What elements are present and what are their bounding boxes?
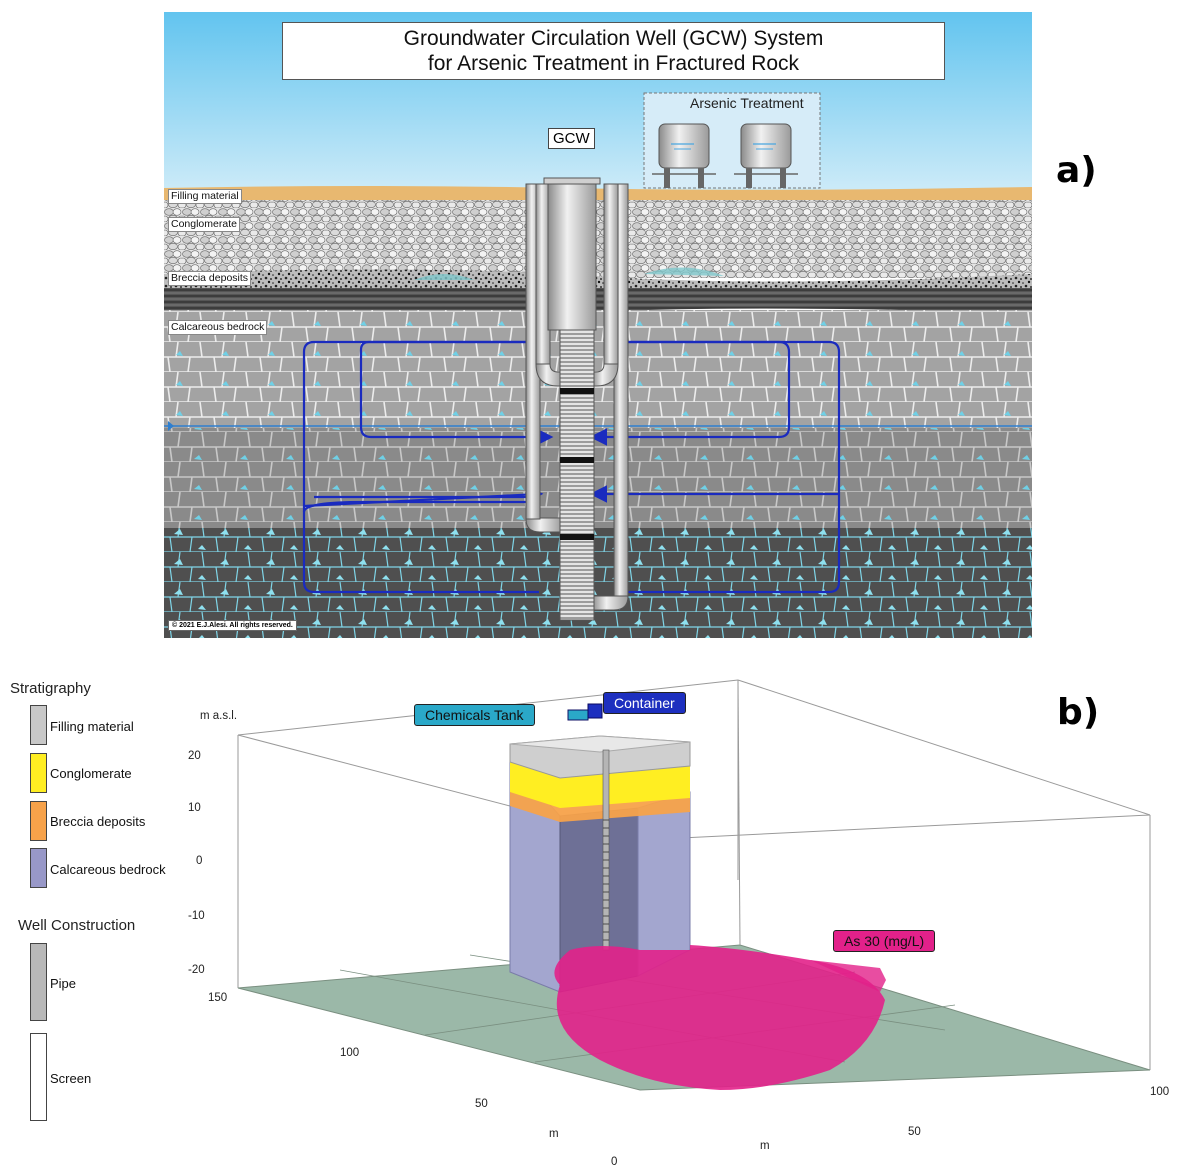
x-axis-label: m	[760, 1140, 770, 1152]
legend-conglomerate: Conglomerate	[50, 766, 132, 781]
legend-bedrock: Calcareous bedrock	[50, 862, 166, 877]
copyright-notice: © 2021 E.J.Alesi. All rights reserved.	[168, 620, 297, 631]
container-model	[587, 703, 603, 719]
panel-b-diagram: Chemicals Tank Container As 30 (mg/L) m …	[0, 650, 1181, 1174]
y-tick-150: 150	[208, 992, 228, 1004]
model-3d-view	[237, 679, 1151, 1091]
z-tick-neg10: -10	[188, 910, 205, 922]
legend-swatch-screen	[30, 1033, 47, 1121]
stratigraphy-heading: Stratigraphy	[10, 680, 91, 697]
y-tick-0: 0	[611, 1156, 618, 1168]
layer-label-breccia: Breccia deposits	[168, 271, 252, 286]
dark-strata	[164, 288, 1032, 316]
y-tick-50: 50	[475, 1098, 488, 1110]
well-construction-heading: Well Construction	[18, 917, 136, 934]
legend-swatch-conglomerate	[30, 753, 47, 793]
x-tick-100: 100	[1150, 1086, 1170, 1098]
panel-b-letter: b)	[1057, 692, 1100, 733]
container-label: Container	[603, 692, 686, 714]
filling-layer	[164, 186, 1032, 202]
chemicals-tank-model	[567, 709, 589, 721]
layer-label-bedrock: Calcareous bedrock	[168, 320, 268, 335]
legend-swatch-filling	[30, 705, 47, 745]
gcw-label: GCW	[548, 128, 595, 149]
y-axis-label: m	[549, 1128, 559, 1140]
treatment-tank-1	[652, 123, 716, 188]
gcw-cross-section	[164, 12, 1032, 638]
legend-screen: Screen	[50, 1071, 92, 1086]
bedrock-upper	[164, 310, 1032, 428]
chemicals-tank-label: Chemicals Tank	[414, 704, 535, 726]
legend-pipe: Pipe	[50, 976, 77, 991]
diagram-title: Groundwater Circulation Well (GCW) Syste…	[282, 22, 945, 80]
treatment-label: Arsenic Treatment	[690, 95, 804, 111]
z-tick-20: 20	[188, 750, 201, 762]
water-table-marker	[168, 421, 174, 431]
bedrock-middle	[164, 428, 1032, 528]
z-tick-0: 0	[196, 855, 203, 867]
z-tick-neg20: -20	[188, 964, 205, 976]
legend-swatch-bedrock	[30, 848, 47, 888]
circulation-flow-lines	[302, 340, 841, 594]
y-tick-100: 100	[340, 1047, 360, 1059]
panel-a-letter: a)	[1056, 150, 1097, 191]
conglomerate-layer	[164, 200, 1032, 278]
title-line-2: for Arsenic Treatment in Fractured Rock	[427, 52, 800, 75]
title-line-1: Groundwater Circulation Well (GCW) Syste…	[403, 27, 824, 50]
bedrock-lower	[164, 528, 1032, 638]
breccia-layer	[164, 269, 1032, 290]
well-pipe	[602, 749, 610, 951]
layer-label-conglomerate: Conglomerate	[168, 217, 240, 232]
legend-filling: Filling material	[50, 719, 134, 734]
gcw-well	[525, 177, 629, 621]
panel-a-diagram: Groundwater Circulation Well (GCW) Syste…	[164, 12, 1032, 638]
treatment-tank-2	[734, 123, 798, 188]
legend-swatch-breccia	[30, 801, 47, 841]
plume-label: As 30 (mg/L)	[833, 930, 936, 952]
arsenic-plume	[554, 945, 885, 1090]
z-tick-10: 10	[188, 802, 201, 814]
legend-breccia: Breccia deposits	[50, 814, 146, 829]
layer-label-filling: Filling material	[168, 189, 242, 204]
legend-swatch-pipe	[30, 943, 47, 1021]
x-tick-50: 50	[908, 1126, 921, 1138]
z-axis-label: m a.s.l.	[200, 710, 238, 722]
bedrock-block-right	[637, 791, 691, 977]
